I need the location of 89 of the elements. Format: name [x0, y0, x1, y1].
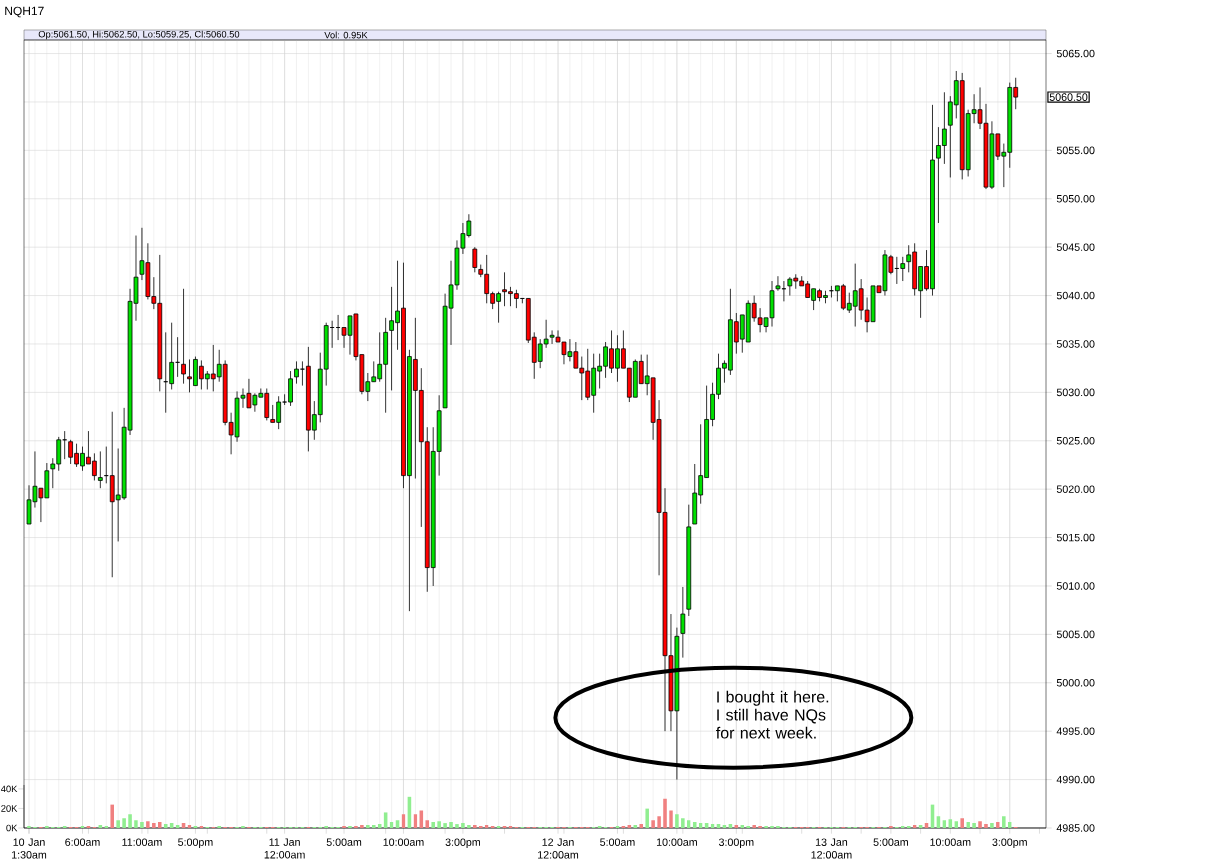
y-tick-label: 5050.00: [1056, 194, 1095, 203]
candlestick: [680, 586, 686, 659]
x-tick-label: 12 Jan 12:00am: [538, 838, 579, 859]
bar: [912, 825, 917, 828]
y-tick-label: 5055.00: [1056, 146, 1095, 155]
y-tick-label: 4995.00: [1056, 727, 1095, 735]
y-tick-label: 5040.00: [1056, 291, 1095, 300]
bar: [425, 820, 430, 828]
bar: [140, 822, 144, 828]
x-tick-label: 3:00pm: [445, 838, 480, 849]
bar: [681, 818, 685, 828]
y-tick-label: 5045.00: [1056, 243, 1095, 251]
candlestick: [181, 288, 186, 385]
bar: [473, 825, 477, 828]
bar: [734, 825, 739, 828]
candlestick: [97, 451, 103, 489]
y-tick-label: 5000.00: [1056, 679, 1095, 687]
chart-title: NQH17: [5, 6, 44, 18]
bar: [651, 820, 655, 828]
y-tick-label: 4985.00: [1056, 824, 1095, 832]
bar: [449, 822, 453, 828]
annotation: I bought it here. I still have NQs for next week.: [716, 690, 829, 739]
text: Op:5061.50, Hi:5062.50, Lo:5059.25, Cl:5060.50: [38, 30, 240, 40]
bar: [431, 822, 435, 828]
bar: [633, 825, 638, 828]
bar: [360, 825, 364, 828]
y-tick-label: 20K: [1, 805, 18, 812]
bar: [122, 818, 126, 828]
bar: [366, 825, 370, 828]
text: Vol: 0.95K: [324, 31, 368, 39]
y-tick-label: 5035.00: [1056, 340, 1095, 348]
x-tick-label: 13 Jan 12:00am: [811, 838, 852, 859]
bar: [128, 814, 132, 828]
x-tick-label: 5:00am: [600, 838, 635, 846]
x-tick-label: 10:00am: [383, 838, 424, 846]
bar: [152, 823, 156, 828]
candlestick: [900, 256, 906, 282]
y-tick-label: 5030.00: [1056, 388, 1095, 397]
bar: [918, 825, 923, 828]
bar: [98, 825, 103, 828]
x-tick-label: 3:00pm: [718, 838, 754, 849]
bar: [990, 823, 994, 828]
bar: [675, 814, 679, 828]
bar: [740, 825, 745, 828]
bar: [116, 820, 120, 828]
bar: [960, 818, 964, 828]
y-tick-label: 4990.00: [1056, 775, 1095, 784]
x-tick-label: 10 Jan 1:30am: [12, 838, 47, 859]
x-tick-label: 11:00am: [122, 838, 162, 846]
bar: [443, 823, 447, 828]
y-tick-label: 5010.00: [1056, 582, 1095, 590]
y-tick-label: 40K: [0, 785, 18, 793]
text: 5060.50: [1049, 93, 1088, 101]
y-tick-label: 5020.00: [1056, 485, 1095, 493]
x-tick-label: 10:00am: [930, 838, 971, 846]
x-tick-label: 3:00pm: [992, 838, 1027, 849]
bar: [163, 824, 168, 828]
bar: [455, 824, 459, 828]
bar: [692, 822, 697, 828]
bar: [639, 824, 644, 828]
bar: [663, 798, 667, 828]
x-tick-label: 5:00am: [326, 838, 362, 846]
y-tick-label: 5015.00: [1056, 533, 1095, 542]
bar: [467, 825, 471, 828]
bar: [972, 823, 976, 828]
y-tick-label: 5005.00: [1056, 630, 1095, 639]
x-tick-label: 5:00pm: [178, 838, 213, 849]
x-tick-label: 5:00am: [873, 838, 908, 846]
bar: [371, 825, 376, 828]
bar: [187, 825, 192, 828]
x-tick-label: 10:00am: [656, 838, 697, 846]
bar: [175, 825, 180, 828]
candlestick: [472, 246, 478, 273]
bar: [110, 804, 115, 828]
bar: [984, 824, 988, 828]
bar: [1002, 816, 1006, 828]
bar: [752, 825, 756, 828]
bar: [978, 821, 982, 828]
bar: [627, 825, 632, 828]
bar: [437, 821, 441, 828]
candlestick: [502, 271, 507, 307]
y-tick-label: 5065.00: [1056, 49, 1095, 58]
y-tick-label: 0K: [6, 824, 18, 832]
bar: [484, 825, 489, 828]
x-tick-label: 11 Jan 12:00am: [264, 838, 305, 859]
bar: [722, 825, 727, 828]
x-tick-label: 6:00am: [65, 838, 100, 846]
bar: [461, 823, 465, 828]
y-tick-label: 5025.00: [1056, 436, 1095, 445]
